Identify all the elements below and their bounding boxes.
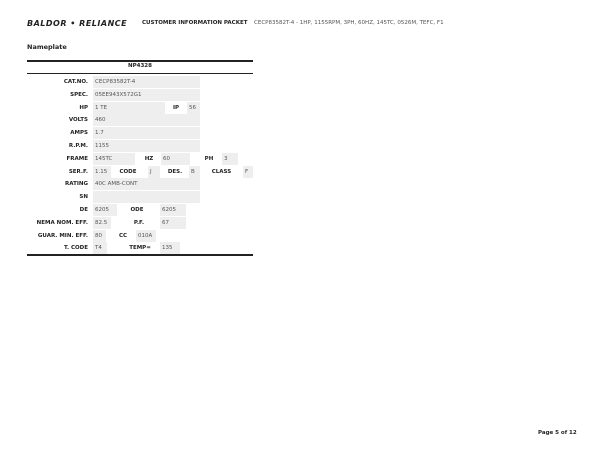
field-label: HZ: [144, 155, 154, 162]
row-label: SER.F.: [68, 168, 88, 175]
field-value: F: [243, 165, 253, 178]
row-value: 1.7: [93, 127, 200, 140]
section-title: Nameplate: [27, 43, 67, 51]
field-label: TEMP=: [129, 245, 151, 252]
nameplate-id: NP4328: [128, 63, 152, 69]
row-label: NEMA NOM. EFF.: [36, 219, 88, 226]
row-value: 1155: [93, 140, 200, 152]
row-value: CECP83582T-4: [93, 76, 200, 88]
row-label: SPEC.: [70, 91, 88, 98]
row-value: 1.15: [93, 165, 111, 178]
row-label: DE: [79, 207, 88, 213]
row-label: AMPS: [70, 130, 88, 137]
row-value: [93, 191, 200, 204]
row-label: R.P.M.: [68, 143, 88, 149]
table-top-rule: [27, 60, 253, 62]
field-label: ODE: [130, 207, 144, 213]
field-label: P.F.: [133, 219, 145, 226]
field-value: 135: [160, 242, 180, 255]
row-label: SN: [79, 194, 88, 201]
row-value: 05EE943X572G1: [93, 88, 200, 101]
row-value: 460: [93, 114, 200, 127]
field-label: CC: [118, 232, 128, 239]
row-value: 6205: [93, 204, 117, 216]
header-rule: [27, 73, 253, 74]
field-value: 60: [161, 152, 190, 165]
document-title: CUSTOMER INFORMATION PACKET: [142, 20, 248, 26]
table-bottom-rule: [27, 254, 253, 256]
field-label: PH: [204, 155, 214, 162]
row-value: 1 TE: [93, 101, 165, 114]
field-value: B: [189, 165, 200, 178]
row-value: 80: [93, 229, 106, 242]
row-label: FRAME: [66, 155, 88, 162]
row-value: 145TC: [93, 152, 135, 165]
page-number: Page 5 of 12: [538, 430, 577, 436]
field-value: 56: [187, 101, 200, 114]
row-value: 40C AMB-CONT: [93, 178, 200, 191]
field-label: CODE: [119, 168, 137, 175]
row-label: VOLTS: [68, 117, 88, 124]
row-label: GUAR. MIN. EFF.: [37, 232, 88, 239]
field-value: 67: [160, 216, 186, 229]
baldor-reliance-logo: BALDOR • RELIANCE: [27, 19, 128, 28]
field-label: IP: [172, 104, 180, 111]
field-label: CLASS: [211, 168, 232, 175]
row-label: T. CODE: [64, 245, 88, 252]
row-label: RATING: [65, 181, 88, 188]
row-label: HP: [79, 104, 88, 111]
field-value: J: [148, 165, 160, 178]
field-value: 010A: [136, 229, 156, 242]
field-value: 6205: [160, 204, 186, 216]
row-label: CAT.NO.: [63, 79, 88, 85]
row-value: T4: [93, 242, 107, 255]
field-value: 3: [222, 152, 238, 165]
row-value: 82.5: [93, 216, 111, 229]
field-label: DES.: [167, 168, 183, 175]
product-description: CECP83582T-4 - 1HP, 1155RPM, 3PH, 60HZ, …: [254, 20, 444, 26]
